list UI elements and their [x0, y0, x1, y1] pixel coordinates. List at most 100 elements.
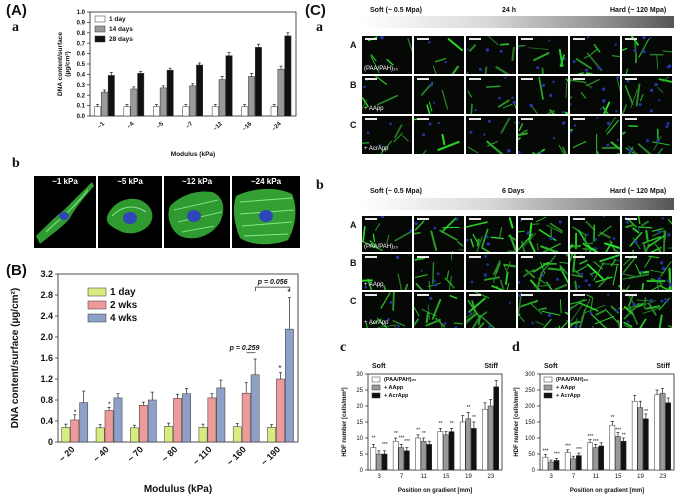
scale-bar: [625, 294, 637, 296]
annotation-p259: p = 0.259: [229, 345, 260, 352]
cell-mark: [632, 227, 640, 234]
cell-mark: [439, 318, 443, 328]
nucleus-mark: [420, 269, 423, 272]
y-tick-label: 0: [532, 468, 536, 474]
y-tick-label: 100: [525, 436, 536, 442]
nucleus-mark: [518, 46, 520, 50]
subpanel-letter-C-a: a: [316, 20, 323, 35]
cell-mark: [503, 263, 516, 268]
cell-mark: [467, 90, 472, 98]
cell-mark: [562, 146, 567, 154]
cell-mark: [617, 319, 620, 328]
cells-drawing: [470, 255, 516, 290]
nucleus-mark: [656, 139, 660, 143]
cell-mark: [542, 318, 552, 328]
cell-mark: [472, 233, 479, 244]
nucleus-mark: [589, 311, 593, 315]
scale-bar: [365, 256, 377, 258]
nucleus-mark: [483, 133, 486, 136]
chart-B: 0 0.4 0.8 1.2 1.6 2.0 2.4 2.8 3.2 ~ 20 ~ 40 ~ 70 ~ 8…: [10, 269, 299, 494]
nucleus-mark: [561, 121, 566, 125]
nucleus-mark: [637, 228, 640, 231]
cell-mark: [611, 55, 620, 58]
legend-label-0: 1 day: [110, 287, 136, 298]
nucleus-mark: [518, 280, 521, 284]
bar-0-4: [459, 421, 466, 471]
cell-mark: [468, 44, 477, 52]
cell-mark: [495, 262, 501, 274]
micrograph-B-6: [622, 254, 672, 290]
cell-mark: [628, 295, 634, 307]
cell-mark: [588, 247, 594, 252]
cell-mark: [594, 316, 615, 325]
cells-drawing: [570, 293, 620, 328]
cell-mark: [468, 297, 486, 313]
cells-drawing: [466, 36, 515, 74]
cell-mark: [458, 249, 464, 251]
row-tag-B: + AApp: [364, 106, 384, 112]
nucleus-mark: [580, 273, 584, 277]
micrograph-B-5: [570, 76, 620, 114]
nucleus-mark: [437, 121, 440, 125]
cell-mark: [559, 54, 566, 67]
cell-mark: [559, 261, 568, 264]
x-tick-label: ~ 110: [191, 444, 214, 467]
cells-drawing: [518, 121, 567, 154]
nucleus-mark: [511, 96, 514, 99]
nucleus-mark: [428, 41, 431, 44]
cell-mark: [623, 255, 637, 273]
cell-mark: [658, 314, 663, 328]
cells-drawing: [518, 39, 567, 74]
cell-mark: [428, 281, 431, 290]
nucleus-mark: [573, 124, 577, 127]
x-tick-label: 11: [593, 474, 600, 480]
nucleus-mark: [558, 220, 562, 224]
cell-mark: [575, 317, 578, 328]
cell-mark: [585, 220, 595, 231]
significance-mark: ***: [382, 442, 388, 448]
cells-drawing: [572, 36, 620, 74]
cell-mark: [521, 301, 538, 306]
cell-mark: [415, 283, 424, 290]
cell-mark: [383, 285, 387, 290]
bar-0-3: [182, 106, 190, 117]
cell-mark: [564, 111, 568, 114]
bar-2-4: [643, 418, 649, 471]
legend-swatch-1: [371, 384, 381, 391]
cells-drawing: [529, 76, 568, 114]
row-tag-B: + AApp: [364, 282, 384, 288]
cell-mark: [466, 313, 478, 322]
top-label-stiff: Stiff: [656, 363, 670, 370]
cell-mark: [648, 302, 657, 316]
cell-mark: [597, 225, 612, 237]
y-tick-label: 250: [525, 388, 536, 394]
micrograph-B-4: [518, 76, 568, 114]
cell-mark: [479, 314, 496, 328]
bar-0-0: [370, 447, 377, 471]
significance-mark: **: [611, 415, 615, 421]
cell-mark: [546, 224, 563, 234]
nucleus-mark: [606, 121, 611, 126]
nucleus-mark: [649, 298, 653, 302]
legend-label-2: + AcrApp: [384, 393, 409, 399]
y-tick-label: 0.6: [77, 52, 86, 58]
bar-1-1: [398, 447, 405, 471]
cell-mark: [602, 101, 611, 114]
nucleus-mark: [547, 313, 552, 317]
bar-2-1: [113, 397, 123, 443]
cell-mark: [622, 273, 638, 278]
nucleus-mark: [645, 139, 650, 143]
cell-mark: [370, 56, 380, 73]
nucleus-mark: [552, 137, 556, 140]
micrograph-A-4: [518, 216, 568, 252]
y-tick-label: 2.0: [40, 332, 53, 342]
legend-label-2: 4 wks: [110, 313, 138, 324]
annotation-star-1: *: [287, 288, 290, 297]
cell-mark: [414, 274, 428, 278]
cells-drawing: [362, 122, 409, 154]
nucleus-mark: [601, 87, 606, 91]
x-tick-label: ~24: [271, 121, 283, 133]
y-axis-label: HDF number [cells/mm²]: [513, 387, 520, 456]
x-tick-label: ~5: [156, 121, 166, 131]
cell-mark: [559, 299, 562, 314]
